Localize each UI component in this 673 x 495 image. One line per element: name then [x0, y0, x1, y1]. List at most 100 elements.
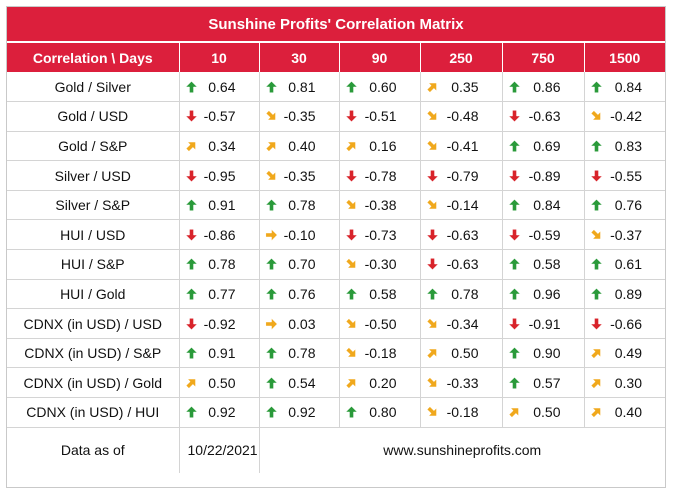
day-header: 1500 [584, 42, 665, 72]
correlation-cell: 0.84 [584, 72, 665, 103]
diagonal-down-arrow-icon [426, 406, 437, 417]
down-arrow-icon [344, 169, 358, 182]
right-arrow-icon [265, 228, 278, 242]
correlation-cell: 0.69 [502, 131, 585, 162]
correlation-cell: -0.63 [420, 249, 503, 280]
correlation-cell: 0.83 [584, 131, 665, 162]
correlation-cell: 0.20 [339, 367, 421, 399]
correlation-value: 0.50 [208, 374, 236, 391]
up-arrow-icon [507, 376, 521, 389]
pair-label: Gold / USD [7, 101, 180, 132]
correlation-cell: 0.81 [259, 72, 340, 103]
website-link[interactable]: www.sunshineprofits.com [383, 442, 542, 459]
down-arrow-icon [344, 228, 358, 241]
correlation-cell: 0.91 [179, 338, 260, 369]
correlation-value: -0.91 [528, 315, 561, 332]
correlation-cell: -0.10 [259, 219, 340, 251]
correlation-cell: -0.57 [179, 101, 260, 132]
correlation-matrix-panel: Sunshine Profits' Correlation Matrix Cor… [6, 6, 666, 488]
diagonal-down-arrow-icon [590, 228, 601, 240]
down-arrow-icon [589, 317, 603, 330]
down-arrow-icon [184, 228, 198, 241]
up-arrow-icon [184, 258, 198, 271]
down-arrow-icon [425, 169, 439, 182]
correlation-value: 0.84 [533, 197, 561, 214]
correlation-value: 0.20 [369, 374, 397, 391]
correlation-value: -0.55 [610, 167, 642, 184]
correlation-cell: 0.84 [502, 190, 585, 221]
correlation-cell: -0.35 [259, 101, 340, 132]
correlation-value: -0.89 [528, 167, 561, 184]
correlation-cell: 0.16 [339, 131, 421, 162]
correlation-value: -0.63 [446, 226, 479, 243]
correlation-value: -0.35 [283, 167, 316, 184]
diagonal-up-arrow-icon [426, 348, 437, 359]
correlation-value: 0.57 [533, 374, 561, 391]
correlation-value: 0.78 [208, 256, 236, 273]
down-arrow-icon [507, 317, 521, 330]
correlation-value: -0.51 [364, 108, 397, 125]
correlation-cell: -0.73 [339, 219, 421, 251]
down-arrow-icon [507, 110, 521, 123]
correlation-cell: 0.58 [339, 279, 421, 310]
correlation-value: 0.92 [208, 404, 236, 421]
correlation-cell: -0.66 [584, 308, 665, 339]
correlation-value: -0.33 [446, 374, 479, 391]
table-row: Gold / S&P 0.34 0.40 0.16 -0.41 0.69 0.83 [7, 131, 665, 162]
diagonal-up-arrow-icon [185, 141, 196, 152]
table-row: HUI / S&P 0.78 0.70 -0.30 -0.63 0.58 0.61 [7, 249, 665, 280]
correlation-cell: 0.78 [420, 279, 503, 310]
correlation-value: -0.79 [446, 167, 479, 184]
diagonal-up-arrow-icon [590, 348, 601, 359]
correlation-cell: 0.57 [502, 367, 585, 399]
correlation-value: 0.54 [288, 374, 316, 391]
down-arrow-icon [184, 317, 198, 330]
table-row: Gold / USD -0.57 -0.35 -0.51 -0.48 -0.63 -0.42 [7, 101, 665, 132]
correlation-value: 0.69 [533, 137, 561, 154]
correlation-value: -0.66 [610, 315, 642, 332]
table-row: HUI / USD -0.86 -0.10 -0.73 -0.63 -0.59 -0.37 [7, 219, 665, 251]
correlation-value: 0.78 [451, 285, 479, 302]
correlation-cell: -0.51 [339, 101, 421, 132]
diagonal-down-arrow-icon [265, 169, 276, 180]
correlation-value: -0.57 [203, 108, 236, 125]
correlation-value: -0.37 [610, 226, 642, 243]
correlation-value: 0.91 [208, 345, 236, 362]
correlation-value: 0.35 [451, 78, 479, 95]
correlation-value: -0.63 [528, 108, 561, 125]
correlation-cell: 0.34 [179, 131, 260, 162]
correlation-cell: -0.48 [420, 101, 503, 132]
correlation-cell: -0.30 [339, 249, 421, 280]
table-row: Silver / S&P 0.91 0.78 -0.38 -0.14 0.84 0.76 [7, 190, 665, 221]
correlation-value: 0.34 [208, 137, 236, 154]
diagonal-down-arrow-icon [426, 140, 437, 151]
correlation-cell: -0.91 [502, 308, 585, 339]
correlation-cell: -0.92 [179, 308, 260, 339]
correlation-value: -0.95 [203, 167, 236, 184]
correlation-value: -0.18 [364, 345, 397, 362]
up-arrow-icon [425, 287, 439, 300]
day-header: 30 [259, 42, 340, 72]
up-arrow-icon [507, 139, 521, 152]
up-arrow-icon [264, 287, 278, 300]
correlation-value: 0.96 [533, 285, 561, 302]
day-header: 10 [179, 42, 260, 72]
data-as-of-label: Data as of [7, 427, 180, 474]
correlation-value: 0.89 [614, 285, 642, 302]
correlation-cell: -0.34 [420, 308, 503, 339]
correlation-value: 0.30 [614, 374, 642, 391]
up-arrow-icon [589, 199, 603, 212]
correlation-value: 0.16 [369, 137, 397, 154]
correlation-value: -0.30 [364, 256, 397, 273]
diagonal-down-arrow-icon [265, 110, 276, 121]
correlation-cell: 0.54 [259, 367, 340, 399]
correlation-cell: -0.35 [259, 160, 340, 191]
diagonal-up-arrow-icon [345, 141, 356, 152]
correlation-cell: -0.14 [420, 190, 503, 221]
correlation-cell: 0.50 [420, 338, 503, 369]
correlation-cell: 0.30 [584, 367, 665, 399]
up-arrow-icon [344, 80, 358, 93]
up-arrow-icon [264, 376, 278, 389]
correlation-value: 0.49 [614, 345, 642, 362]
correlation-value: 0.50 [533, 404, 561, 421]
